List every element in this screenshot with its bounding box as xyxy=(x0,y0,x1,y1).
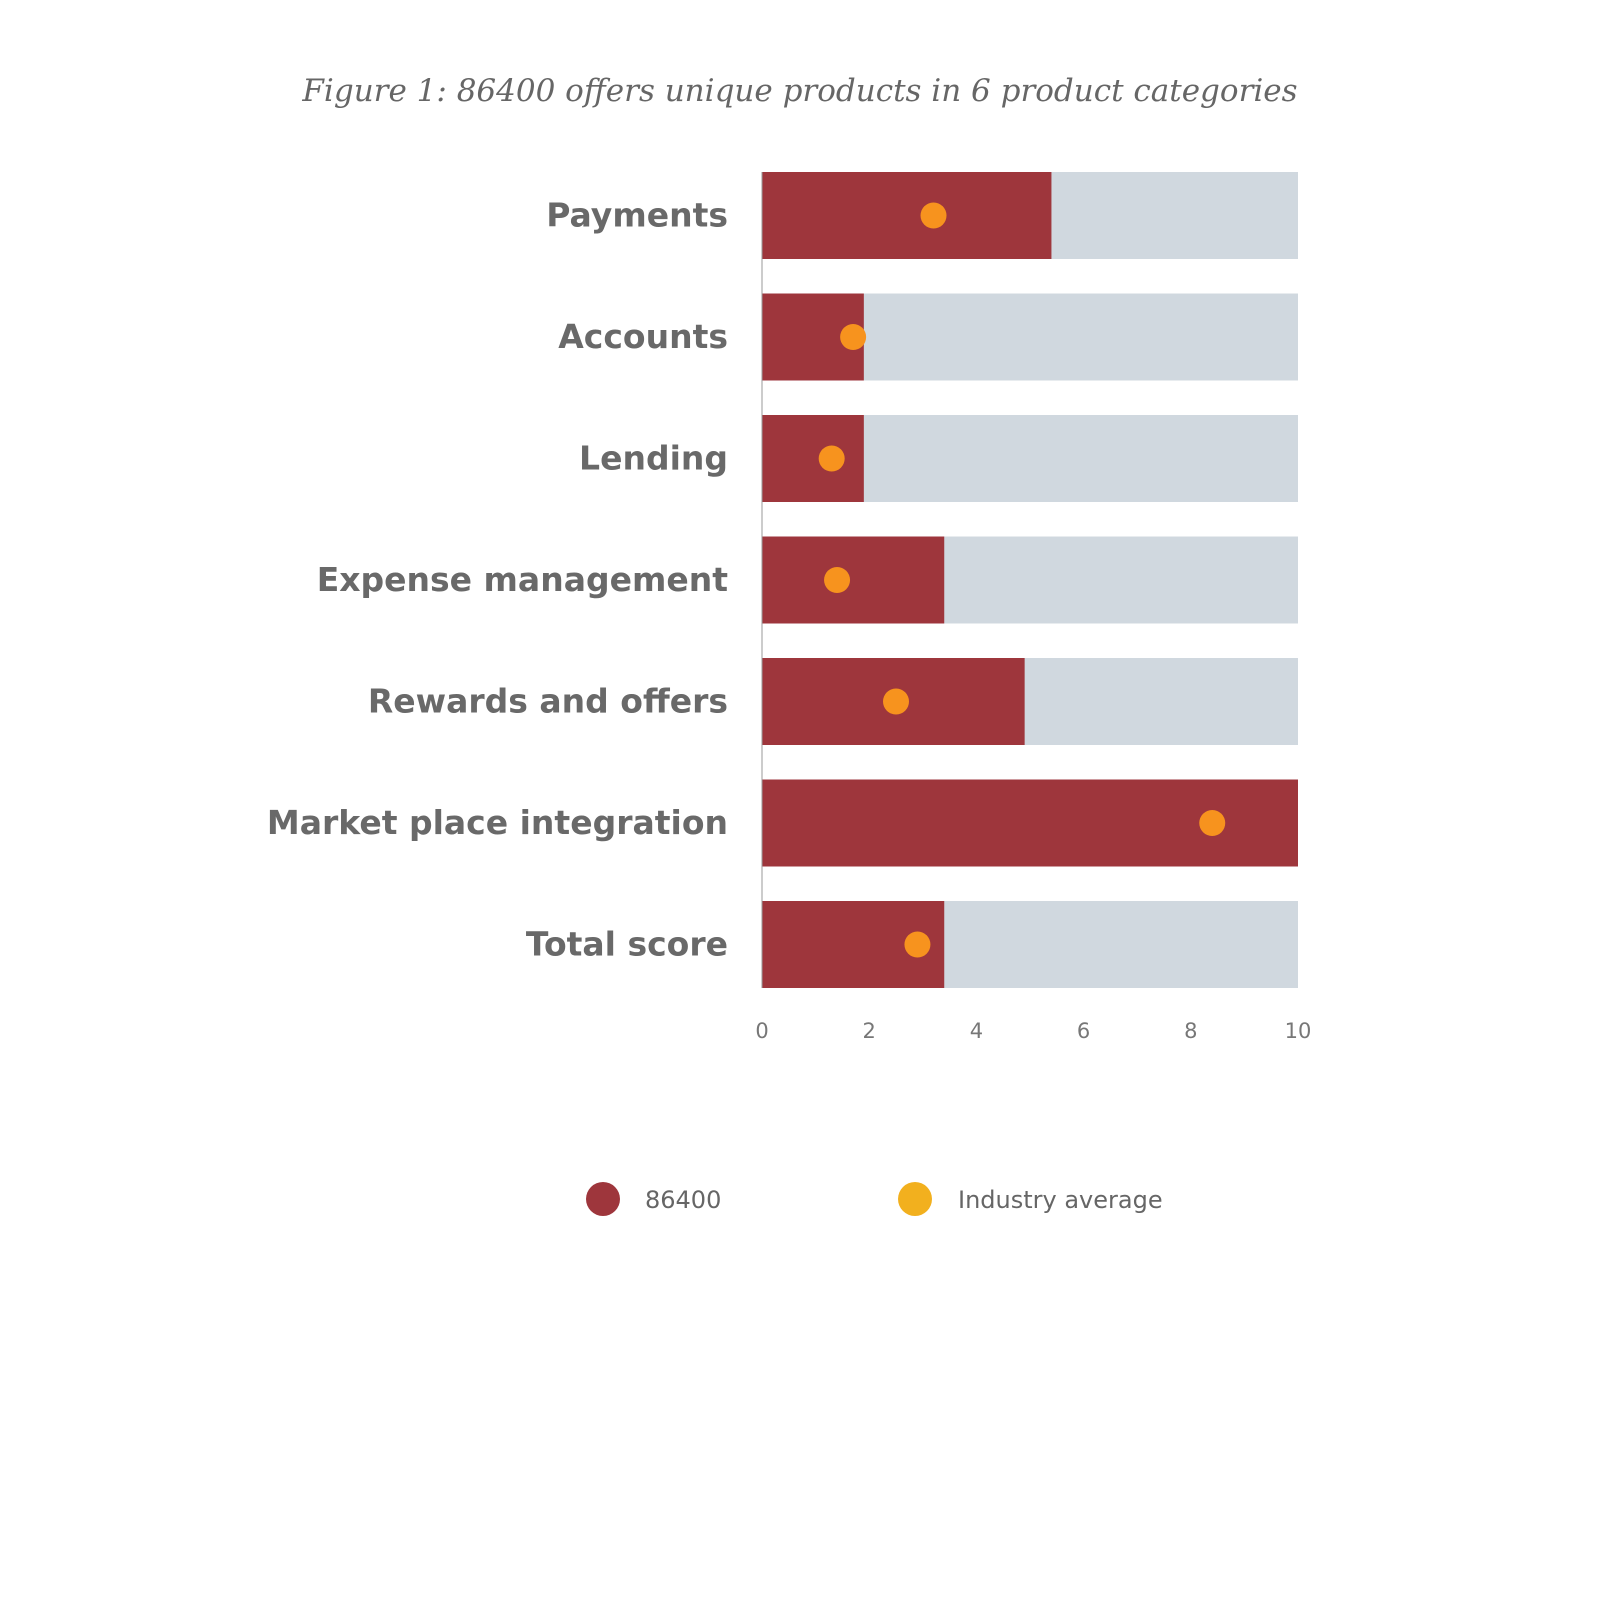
legend-label-86400: 86400 xyxy=(645,1186,721,1214)
chart-title: Figure 1: 86400 offers unique products i… xyxy=(301,73,1297,109)
legend: 86400 Industry average xyxy=(586,1182,1163,1216)
category-label-rewards-and-offers: Rewards and offers xyxy=(368,682,728,721)
category-labels: Payments Accounts Lending Expense managemen… xyxy=(267,196,728,964)
x-axis-ticks: 0 2 4 6 8 10 xyxy=(755,1019,1311,1043)
industry-average-point-lending xyxy=(818,445,845,472)
x-tick-label-10: 10 xyxy=(1285,1019,1312,1043)
category-label-total-score: Total score xyxy=(526,925,728,964)
legend-swatch-industry-average xyxy=(898,1182,932,1216)
x-tick-label-6: 6 xyxy=(1077,1019,1090,1043)
bar-lending xyxy=(762,415,864,502)
industry-average-point-payments xyxy=(920,202,947,229)
category-label-expense-management: Expense management xyxy=(317,560,729,599)
industry-average-point-accounts xyxy=(840,324,867,350)
category-label-accounts: Accounts xyxy=(558,317,728,356)
industry-average-points xyxy=(818,202,1226,958)
industry-average-point-rewards-and-offers xyxy=(883,688,909,715)
x-tick-label-4: 4 xyxy=(970,1019,983,1043)
bars xyxy=(762,172,1298,988)
category-label-payments: Payments xyxy=(546,196,728,235)
x-tick-label-8: 8 xyxy=(1184,1019,1197,1043)
x-tick-label-0: 0 xyxy=(755,1019,768,1043)
category-label-lending: Lending xyxy=(579,439,728,478)
legend-label-industry-average: Industry average xyxy=(958,1186,1163,1214)
industry-average-point-market-place-integration xyxy=(1199,810,1226,836)
industry-average-point-total-score xyxy=(904,931,931,958)
legend-swatch-86400 xyxy=(586,1182,620,1216)
industry-average-point-expense-management xyxy=(824,567,851,593)
category-label-market-place-integration: Market place integration xyxy=(267,803,728,842)
bar-expense-management xyxy=(762,536,945,624)
bar-payments xyxy=(762,172,1052,259)
x-tick-label-2: 2 xyxy=(863,1019,876,1043)
